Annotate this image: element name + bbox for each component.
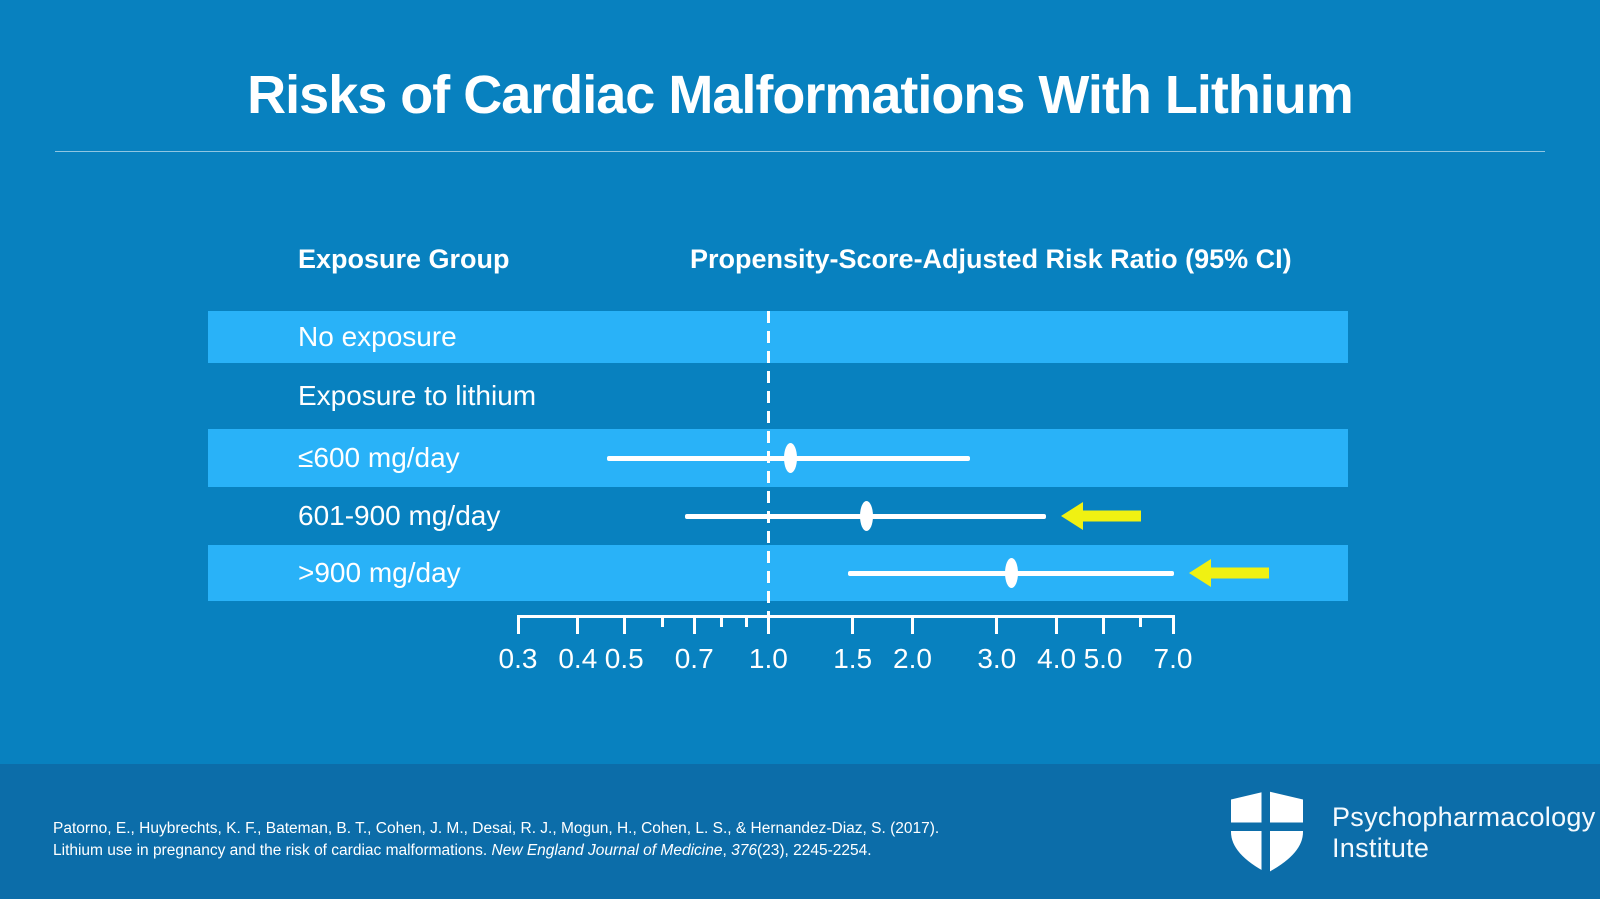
axis-tick-label: 2.0 (893, 643, 932, 674)
title-divider (55, 151, 1545, 152)
citation-pages: (23), 2245-2254. (756, 842, 872, 859)
page-title: Risks of Cardiac Malformations With Lith… (247, 65, 1354, 125)
logo-line-2: Institute (1332, 833, 1430, 863)
table-row: Exposure to lithium (208, 363, 1348, 429)
citation-journal-name: New England Journal of Medicine (491, 842, 723, 859)
axis-tick-label: 0.7 (674, 643, 714, 674)
citation-line-2: Lithium use in pregnancy and the risk of… (53, 840, 939, 862)
footer-band: Patorno, E., Huybrechts, K. F., Bateman,… (0, 764, 1600, 899)
axis-tick-major (851, 615, 855, 634)
axis-tick-label: 7.0 (1153, 643, 1193, 674)
organization-logo: Psychopharmacology Institute (1228, 790, 1596, 879)
axis-tick-label: 1.5 (833, 643, 873, 674)
axis-tick-major (766, 615, 770, 634)
axis-tick-major (1171, 615, 1175, 634)
column-header-exposure-group: Exposure Group (298, 244, 510, 274)
axis-tick-major (576, 615, 580, 634)
reference-line (766, 311, 770, 615)
point-estimate-marker (783, 443, 797, 473)
axis-tick-label: 5.0 (1083, 643, 1123, 674)
logo-line-1: Psychopharmacology (1332, 802, 1596, 832)
row-label: >900 mg/day (298, 557, 461, 588)
axis-tick-label: 0.4 (558, 643, 598, 674)
axis-tick-major (692, 615, 696, 634)
point-estimate-marker (1005, 558, 1019, 588)
logo-shield-icon (1228, 790, 1306, 879)
axis-tick-minor (660, 615, 664, 627)
axis-tick-major (1055, 615, 1059, 634)
row-label: Exposure to lithium (298, 380, 537, 411)
citation-volume: 376 (731, 842, 757, 859)
citation: Patorno, E., Huybrechts, K. F., Bateman,… (53, 818, 939, 862)
x-axis-line (516, 615, 1175, 618)
row-label: ≤600 mg/day (298, 442, 460, 473)
column-header-risk-ratio: Propensity-Score-Adjusted Risk Ratio (95… (690, 244, 1292, 274)
row-label: 601-900 mg/day (298, 500, 501, 531)
axis-tick-label: 4.0 (1037, 643, 1077, 674)
citation-line-1: Patorno, E., Huybrechts, K. F., Bateman,… (53, 820, 940, 837)
axis-tick-major (1101, 615, 1105, 634)
table-row: No exposure (208, 311, 1348, 363)
citation-text: Lithium use in pregnancy and the risk of… (53, 842, 492, 859)
axis-tick-minor (1139, 615, 1143, 627)
axis-tick-label: 0.3 (498, 643, 538, 674)
axis-tick-major (622, 615, 626, 634)
axis-tick-minor (744, 615, 748, 627)
highlight-arrow-icon (1060, 502, 1141, 530)
axis-tick-label: 1.0 (748, 643, 788, 674)
axis-tick-major (910, 615, 914, 634)
axis-tick-major (995, 615, 999, 634)
citation-separator: , (722, 842, 732, 859)
axis-tick-minor (720, 615, 724, 627)
axis-tick-label: 3.0 (977, 643, 1017, 674)
table-row: 601-900 mg/day (208, 487, 1348, 545)
axis-tick-label: 0.5 (604, 643, 644, 674)
point-estimate-marker (859, 501, 873, 531)
axis-tick-major (516, 615, 520, 634)
highlight-arrow-icon (1188, 559, 1269, 587)
row-label: No exposure (298, 321, 457, 352)
logo-wordmark: Psychopharmacology Institute (1332, 802, 1596, 864)
